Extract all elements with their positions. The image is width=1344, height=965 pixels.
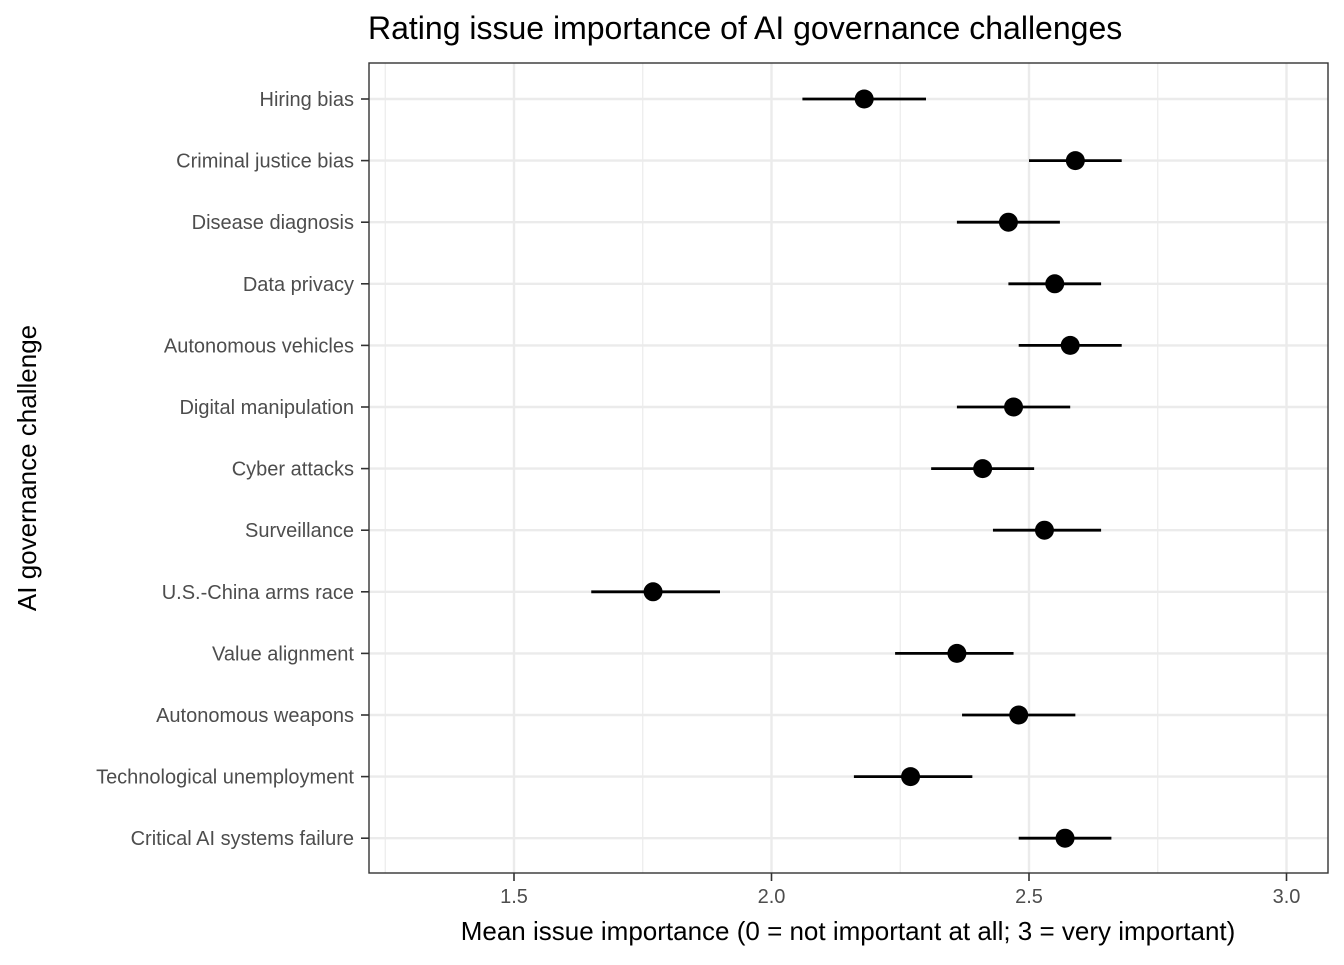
y-tick-label: Value alignment	[212, 643, 354, 665]
y-tick-label: Cyber attacks	[232, 459, 354, 481]
data-point	[901, 767, 921, 787]
y-tick-label: Digital manipulation	[179, 397, 354, 419]
y-tick-label: Hiring bias	[260, 89, 354, 111]
y-tick-label: Criminal justice bias	[176, 151, 354, 173]
x-axis-ticks: 1.5 2.0 2.5 3.0	[500, 873, 1300, 908]
data-point	[1060, 335, 1080, 355]
x-tick-label: 1.5	[500, 886, 528, 908]
data-point	[1055, 828, 1075, 848]
data-point	[854, 89, 874, 109]
data-point	[1004, 397, 1024, 417]
y-axis-ticks: Hiring bias Criminal justice bias Disease …	[96, 89, 369, 850]
y-tick-label: U.S.-China arms race	[162, 582, 354, 604]
data-point	[1034, 520, 1054, 540]
data-point	[1045, 274, 1065, 294]
chart-title: Rating issue importance of AI governance…	[368, 10, 1122, 46]
y-tick-label: Critical AI systems failure	[131, 828, 354, 850]
data-point	[947, 643, 967, 663]
y-tick-label: Data privacy	[243, 274, 354, 296]
data-point	[1009, 705, 1029, 725]
x-tick-label: 3.0	[1273, 886, 1301, 908]
y-axis-title: AI governance challenge	[12, 325, 42, 611]
x-tick-label: 2.5	[1015, 886, 1043, 908]
data-point	[998, 212, 1018, 232]
y-tick-label: Surveillance	[245, 520, 354, 542]
x-axis-title: Mean issue importance (0 = not important…	[461, 916, 1236, 946]
data-point	[1065, 151, 1085, 171]
data-points	[643, 89, 1085, 848]
grid-lines	[369, 63, 1328, 873]
y-tick-label: Autonomous vehicles	[164, 335, 354, 357]
data-point	[643, 582, 663, 602]
y-tick-label: Technological unemployment	[96, 767, 354, 789]
y-tick-label: Disease diagnosis	[192, 212, 354, 234]
y-tick-label: Autonomous weapons	[156, 705, 354, 727]
x-tick-label: 2.0	[758, 886, 786, 908]
data-point	[973, 459, 993, 479]
